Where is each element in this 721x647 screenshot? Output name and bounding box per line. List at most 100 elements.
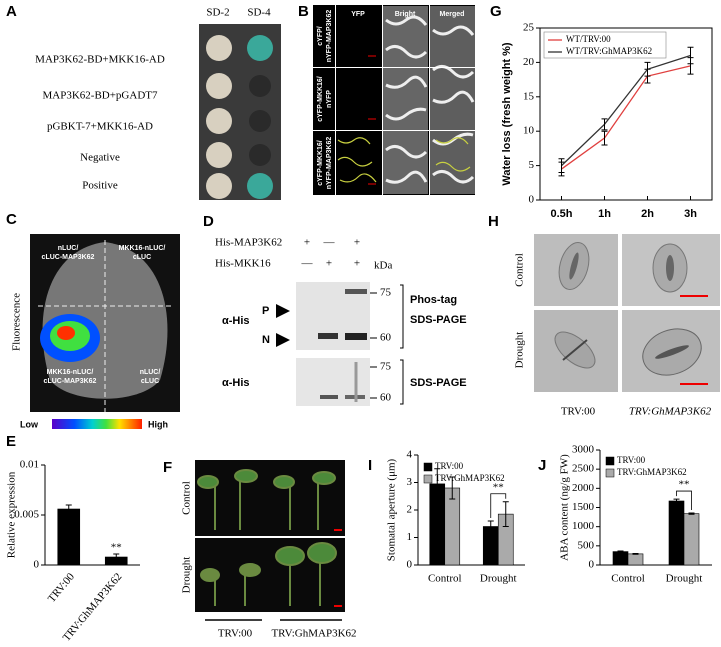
scale-label: High <box>148 419 168 429</box>
legend-box <box>543 31 667 59</box>
line <box>561 65 691 170</box>
row-label: cYFP-MKK16/ <box>317 76 324 122</box>
legend-label: WT/TRV:GhMAP3K62 <box>566 46 652 56</box>
panel-label: C <box>6 211 17 228</box>
bar <box>627 553 644 566</box>
y-tick-label: 0 <box>407 559 413 571</box>
column-label: TRV:00 <box>218 628 253 640</box>
quadrant-label: MKK16-nLUC/ <box>47 369 94 376</box>
error-bar <box>558 158 565 173</box>
axis-label: Fluorescence <box>11 293 23 351</box>
panel-label: D <box>203 213 214 230</box>
y-tick-label: 5 <box>529 159 535 171</box>
x-tick-label: 0.5h <box>550 208 572 220</box>
error-bar <box>673 498 680 504</box>
panel-label: B <box>298 3 309 20</box>
y-tick-label: 10 <box>523 125 535 137</box>
column-label: Merged <box>440 11 465 18</box>
lane-sign: — <box>323 237 336 249</box>
significance-bracket <box>676 490 692 511</box>
y-axis-label: Stomatal aperture (μm) <box>386 458 398 561</box>
panel-label: H <box>488 213 499 230</box>
legend-swatch <box>423 462 433 472</box>
marker-label: 60 <box>380 392 392 404</box>
row-label: Control <box>514 253 526 287</box>
panel-label: J <box>538 457 546 474</box>
panel-d: D His-MAP3K62 His-MKK16 + — + — + + kDa … <box>203 213 467 406</box>
error-bar <box>65 504 72 514</box>
bar <box>668 500 685 566</box>
protein-label: His-MKK16 <box>215 258 271 270</box>
error-bar <box>502 501 509 527</box>
y-tick-label: 500 <box>578 539 595 551</box>
protein-label: His-MAP3K62 <box>215 237 282 249</box>
quadrant-label: nLUC/ <box>140 369 161 376</box>
x-tick-label: Control <box>428 573 462 585</box>
unit-label: kDa <box>374 260 392 272</box>
plot-frame <box>539 27 713 201</box>
panel-label: G <box>490 3 502 20</box>
row-label: Control <box>181 481 193 515</box>
method-label: Phos-tag <box>410 294 457 306</box>
quadrant-label: cLUC <box>133 254 151 261</box>
y-tick-label: 4 <box>407 449 413 461</box>
row-label: MAP3K62-BD+pGADT7 <box>43 90 158 102</box>
legend-swatch <box>423 474 433 484</box>
significance-label: ** <box>679 479 690 491</box>
y-tick-label: 15 <box>523 90 535 102</box>
legend-swatch <box>605 468 615 478</box>
y-tick-label: 0 <box>529 194 535 206</box>
band-label: P <box>262 305 269 317</box>
band-label: N <box>262 334 270 346</box>
row-label: pGBKT-7+MKK16-AD <box>47 121 153 133</box>
y-tick-label: 25 <box>523 22 535 34</box>
x-tick-label: TRV:00 <box>46 570 78 604</box>
marker-label: 60 <box>380 332 392 344</box>
error-bar <box>644 61 651 77</box>
legend-label: TRV:GhMAP3K62 <box>617 467 687 477</box>
x-tick-label: Control <box>611 573 645 585</box>
quadrant-label: cLUC <box>141 378 159 385</box>
panel-c: C nLUC/ cLUC-MAP3K62 MKK16-nLUC/ cLUC MK… <box>6 211 180 429</box>
row-label: Drought <box>514 332 526 369</box>
column-label: Bright <box>395 11 416 18</box>
method-label: SDS-PAGE <box>410 377 467 389</box>
x-tick-label: 3h <box>684 208 697 220</box>
lane-sign: — <box>301 258 314 270</box>
row-label: nYFP <box>326 90 333 108</box>
scale-label: Low <box>20 419 39 429</box>
error-bar <box>617 550 624 553</box>
bar <box>683 513 700 566</box>
significance-bracket <box>490 493 507 518</box>
quadrant-label: nLUC/ <box>58 245 79 252</box>
row-label: cYFP-MKK16/ <box>317 140 324 186</box>
bar <box>612 551 629 566</box>
bar <box>444 487 461 566</box>
lane-sign: + <box>354 237 360 249</box>
row-label: nYFP-MAP3K62 <box>326 137 333 190</box>
bar <box>57 508 81 566</box>
column-label: TRV:GhMAP3K62 <box>271 628 356 640</box>
y-tick-label: 3000 <box>572 444 595 456</box>
legend-label: TRV:00 <box>435 461 464 471</box>
antibody-label: α-His <box>222 377 250 389</box>
y-tick-label: 1 <box>407 531 413 543</box>
antibody-label: α-His <box>222 315 250 327</box>
row-label: Drought <box>181 557 193 594</box>
y-tick-label: 2000 <box>572 482 595 494</box>
error-bar <box>113 553 120 561</box>
x-tick-label: Drought <box>666 573 703 585</box>
error-bar <box>434 468 441 500</box>
panel-label: E <box>6 433 16 450</box>
error-bar <box>688 512 695 515</box>
lane-sign: + <box>304 237 310 249</box>
column-label: TRV:GhMAP3K62 <box>629 406 712 418</box>
y-axis-label: Relative expression <box>6 471 18 558</box>
significance-label: ** <box>493 481 504 493</box>
y-axis-label: Water loss (fresh weight %) <box>501 42 513 186</box>
error-bar <box>449 476 456 500</box>
panel-label: I <box>368 457 372 474</box>
y-tick-label: 1000 <box>572 520 595 532</box>
x-tick-label: Drought <box>480 573 517 585</box>
